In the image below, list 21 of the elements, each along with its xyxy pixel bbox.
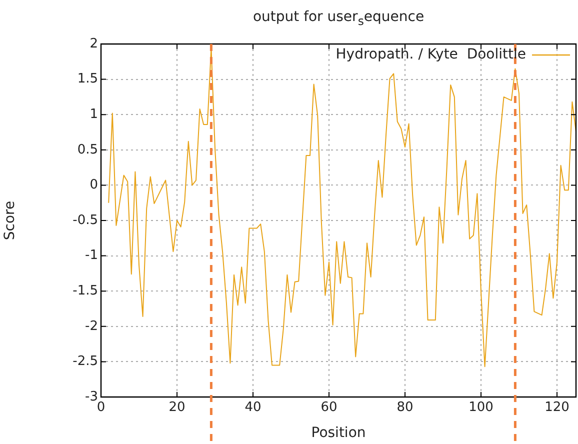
series-label: Hydropath. / Kyte Doolittle bbox=[336, 46, 526, 63]
y-tick-label: -1 bbox=[85, 248, 98, 264]
y-tick-label: -1.5 bbox=[72, 283, 98, 298]
x-tick-label: 80 bbox=[396, 400, 414, 416]
y-tick-label: 2 bbox=[90, 36, 98, 52]
y-tick-label: -2 bbox=[85, 318, 98, 334]
x-tick-label: 20 bbox=[168, 400, 186, 416]
y-tick-label: 0.5 bbox=[77, 142, 98, 158]
y-tick-label: -2.5 bbox=[72, 354, 98, 370]
y-tick-label: 1 bbox=[90, 106, 98, 122]
x-tick-label: 60 bbox=[320, 400, 338, 416]
x-tick-label: 120 bbox=[544, 400, 570, 416]
chart-title: output for user$_{s}$equence bbox=[252, 9, 426, 28]
y-axis-title: Score bbox=[2, 200, 18, 240]
x-axis-title: Position bbox=[311, 425, 366, 442]
x-tick-label: 100 bbox=[468, 400, 494, 416]
x-tick-label: 40 bbox=[244, 400, 262, 416]
y-tick-label: -3 bbox=[85, 389, 98, 404]
y-tick-label: -0.5 bbox=[72, 212, 98, 228]
y-tick-label: 1.5 bbox=[77, 72, 98, 87]
y-tick-label: 0 bbox=[90, 178, 98, 193]
